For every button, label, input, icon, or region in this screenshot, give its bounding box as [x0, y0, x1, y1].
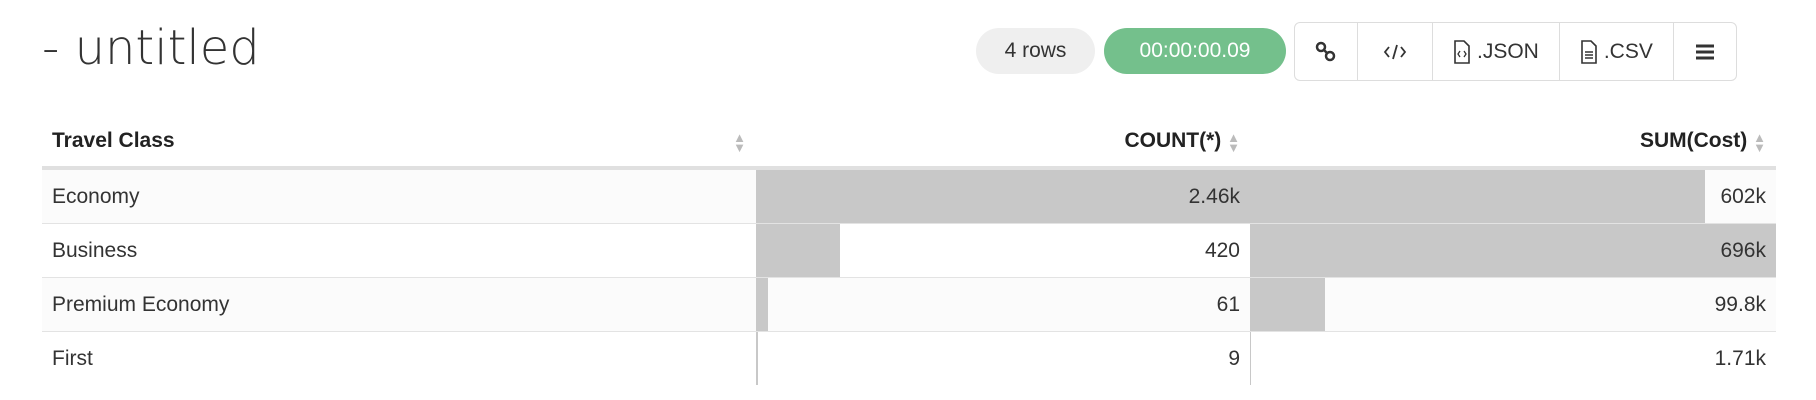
embed-code-button[interactable]: [1358, 23, 1433, 80]
count-cell: 2.46k: [756, 168, 1250, 224]
travel-class-cell: Business: [42, 223, 756, 278]
sort-icon[interactable]: ▲ ▼: [733, 130, 746, 155]
menu-icon: [1695, 44, 1714, 59]
column-header-sum-cost[interactable]: SUM(Cost) ▲ ▼: [1250, 116, 1776, 170]
json-label: .JSON: [1477, 39, 1539, 63]
count-cell: 9: [756, 331, 1250, 385]
link-icon: [1315, 41, 1336, 61]
travel-class-cell: First: [42, 331, 756, 385]
sum-bar: [1250, 278, 1326, 331]
count-cell: 420: [756, 223, 1250, 278]
csv-label: .CSV: [1603, 39, 1653, 63]
count-bar: [756, 224, 841, 277]
count-bar: [756, 170, 1250, 223]
travel-class-cell: Economy: [42, 168, 756, 224]
menu-button[interactable]: [1674, 23, 1736, 80]
travel-class-cell: Premium Economy: [42, 277, 756, 332]
sum-cost-cell: 602k: [1250, 168, 1776, 224]
sum-cost-cell: 696k: [1250, 223, 1776, 278]
table-row: First 9 1.71k: [42, 331, 1776, 385]
download-json-button[interactable]: .JSON: [1433, 23, 1560, 80]
sort-icon[interactable]: ▲ ▼: [1227, 130, 1240, 156]
table-row: Business 420 696k: [42, 223, 1776, 278]
sum-cost-cell: 1.71k: [1250, 331, 1776, 385]
toolbar: .JSON .CSV: [1294, 22, 1737, 81]
page-title: - untitled: [42, 20, 260, 76]
sum-bar: [1250, 170, 1705, 223]
sum-bar: [1250, 224, 1776, 277]
code-icon: [1383, 44, 1407, 59]
row-count-badge: 4 rows: [976, 28, 1095, 74]
sort-icon[interactable]: ▲ ▼: [1753, 130, 1766, 156]
results-table: Travel Class ▲ ▼ COUNT(*) ▲ ▼ SUM(Cost) ▲ ▼ …: [42, 116, 1776, 385]
json-file-icon: [1454, 39, 1470, 64]
count-bar: [756, 332, 758, 385]
sum-cost-cell: 99.8k: [1250, 277, 1776, 332]
count-cell: 61: [756, 277, 1250, 332]
copy-link-button[interactable]: [1295, 23, 1358, 80]
download-csv-button[interactable]: .CSV: [1560, 23, 1674, 80]
csv-file-icon: [1581, 39, 1597, 64]
table-row: Economy 2.46k 602k: [42, 168, 1776, 224]
count-bar: [756, 278, 769, 331]
table-row: Premium Economy 61 99.8k: [42, 277, 1776, 332]
sum-bar: [1250, 332, 1252, 385]
elapsed-time-badge: 00:00:00.09: [1104, 28, 1286, 74]
column-header-travel-class[interactable]: Travel Class ▲ ▼: [42, 116, 756, 170]
column-header-count[interactable]: COUNT(*) ▲ ▼: [756, 116, 1250, 170]
